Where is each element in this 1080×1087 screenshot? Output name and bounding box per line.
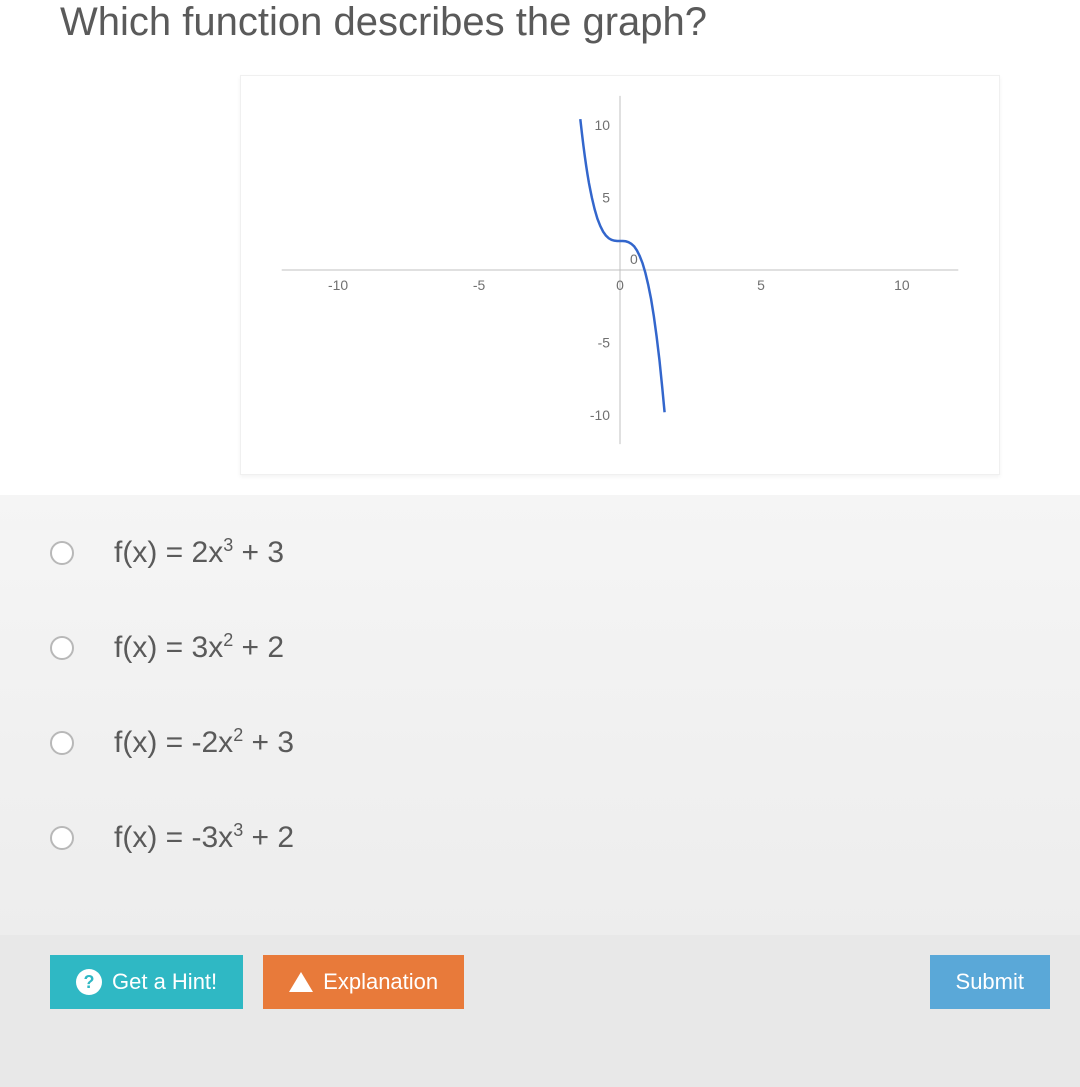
svg-text:5: 5 <box>602 189 610 205</box>
explanation-button[interactable]: Explanation <box>263 955 464 1009</box>
get-hint-button[interactable]: ? Get a Hint! <box>50 955 243 1009</box>
svg-text:10: 10 <box>595 117 611 133</box>
submit-button[interactable]: Submit <box>930 955 1050 1009</box>
svg-text:-5: -5 <box>598 335 611 351</box>
option-row-4[interactable]: f(x) = -3x3 + 2 <box>50 820 1050 855</box>
svg-text:-10: -10 <box>328 277 348 293</box>
hint-button-label: Get a Hint! <box>112 969 217 995</box>
svg-text:-10: -10 <box>590 407 610 423</box>
svg-text:0: 0 <box>630 251 638 267</box>
option-label: f(x) = 3x2 + 2 <box>114 630 284 665</box>
svg-text:10: 10 <box>894 277 910 293</box>
svg-text:0: 0 <box>616 277 624 293</box>
radio-button[interactable] <box>50 636 74 660</box>
option-label: f(x) = -2x2 + 3 <box>114 725 294 760</box>
submit-button-label: Submit <box>956 969 1024 995</box>
explanation-button-label: Explanation <box>323 969 438 995</box>
option-row-1[interactable]: f(x) = 2x3 + 3 <box>50 535 1050 570</box>
option-label: f(x) = -3x3 + 2 <box>114 820 294 855</box>
radio-button[interactable] <box>50 731 74 755</box>
option-row-2[interactable]: f(x) = 3x2 + 2 <box>50 630 1050 665</box>
option-label: f(x) = 2x3 + 3 <box>114 535 284 570</box>
option-row-3[interactable]: f(x) = -2x2 + 3 <box>50 725 1050 760</box>
function-graph-chart: -10 -5 0 5 10 -10 -5 0 5 10 <box>240 75 1000 475</box>
chart-svg: -10 -5 0 5 10 -10 -5 0 5 10 <box>241 76 999 474</box>
radio-button[interactable] <box>50 826 74 850</box>
svg-text:5: 5 <box>757 277 765 293</box>
question-title: Which function describes the graph? <box>60 0 1050 75</box>
action-button-bar: ? Get a Hint! Explanation Submit <box>0 935 1080 1009</box>
radio-button[interactable] <box>50 541 74 565</box>
warning-triangle-icon <box>289 972 313 992</box>
answer-options: f(x) = 2x3 + 3 f(x) = 3x2 + 2 f(x) = -2x… <box>0 495 1080 935</box>
question-mark-icon: ? <box>76 969 102 995</box>
svg-text:-5: -5 <box>473 277 486 293</box>
